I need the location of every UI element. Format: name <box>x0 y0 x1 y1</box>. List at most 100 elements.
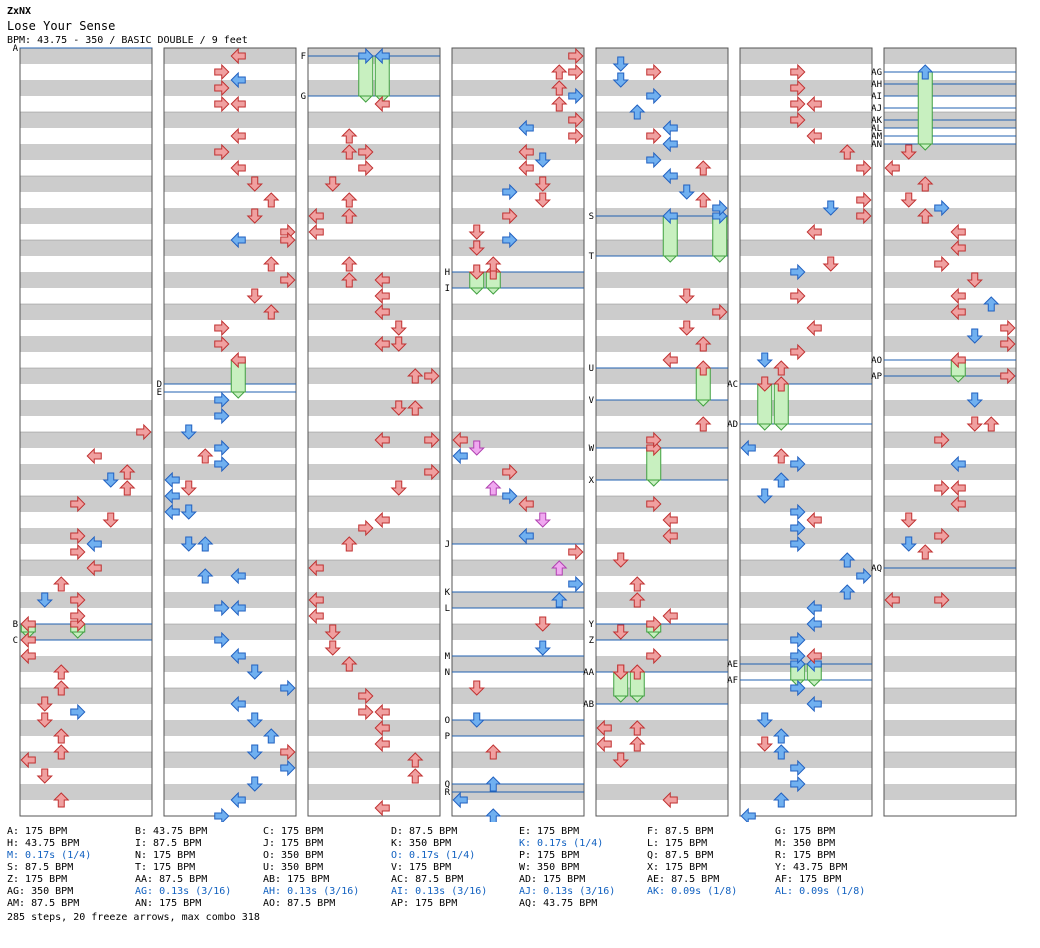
arrow-right-icon <box>934 431 950 449</box>
legend-entry: P: 175 BPM <box>519 850 580 861</box>
beat-stripe <box>596 336 728 352</box>
legend-entry: T: 175 BPM <box>135 862 196 873</box>
arrow-down-icon <box>534 640 551 656</box>
bpm-marker-label: AC <box>727 380 738 390</box>
arrow-up-icon <box>773 448 790 464</box>
freeze-arrow-tail <box>757 423 772 431</box>
legend-entry: W: 350 BPM <box>519 862 580 873</box>
arrow-right-icon <box>934 199 950 217</box>
arrow-left-icon <box>452 447 468 465</box>
arrow-left-icon <box>806 695 822 713</box>
beat-stripe <box>164 784 296 800</box>
bpm-marker-label: AI <box>871 92 882 102</box>
arrow-down-icon <box>324 624 341 640</box>
arrow-left-icon <box>164 503 180 521</box>
legend-entry: M: 350 BPM <box>775 838 836 849</box>
freeze-arrow-tail <box>696 399 711 407</box>
arrow-down-icon <box>36 696 53 712</box>
beat-stripe <box>452 528 584 544</box>
arrow-left-icon <box>884 591 900 609</box>
beat-stripe <box>884 336 1016 352</box>
beat-stripe <box>20 496 152 512</box>
freeze-arrow-tail <box>358 95 373 103</box>
bpm-marker-label: R <box>445 788 451 798</box>
arrow-down-icon <box>966 272 983 288</box>
beat-stripe <box>740 624 872 640</box>
arrow-right-icon <box>136 423 152 441</box>
arrow-right-icon <box>790 503 806 521</box>
arrow-right-icon <box>358 687 374 705</box>
beat-stripe <box>884 784 1016 800</box>
arrow-down-icon <box>246 288 263 304</box>
arrow-right-icon <box>280 759 296 777</box>
arrow-left-icon <box>950 303 966 321</box>
beat-stripe <box>596 656 728 672</box>
beat-stripe <box>884 240 1016 256</box>
arrow-left-icon <box>164 487 180 505</box>
beat-stripe <box>740 176 872 192</box>
arrow-left-icon <box>806 615 822 633</box>
arrow-left-icon <box>950 287 966 305</box>
beat-stripe <box>596 592 728 608</box>
arrow-right-icon <box>712 199 728 217</box>
arrow-up-icon <box>407 768 424 784</box>
arrow-right-icon <box>358 703 374 721</box>
arrow-right-icon <box>214 391 230 409</box>
beat-stripe <box>308 304 440 320</box>
bpm-marker-label: Q <box>445 780 450 790</box>
arrow-right-icon <box>214 319 230 337</box>
arrow-left-icon <box>596 735 612 753</box>
arrow-left-icon <box>86 447 102 465</box>
arrow-up-icon <box>407 400 424 416</box>
arrow-left-icon <box>452 431 468 449</box>
arrow-down-icon <box>900 512 917 528</box>
beat-stripe <box>20 752 152 768</box>
beat-stripe <box>740 304 872 320</box>
arrow-down-icon <box>36 712 53 728</box>
arrow-down-icon <box>468 680 485 696</box>
arrow-right-icon <box>568 111 584 129</box>
arrow-right-icon <box>790 775 806 793</box>
legend-entry: AI: 0.13s (3/16) <box>391 886 488 897</box>
beat-stripe <box>884 176 1016 192</box>
beat-stripe <box>20 592 152 608</box>
arrow-up-icon <box>53 744 70 760</box>
arrow-right-icon <box>70 527 86 545</box>
beat-stripe <box>740 560 872 576</box>
bpm-marker-label: I <box>445 284 450 294</box>
freeze-arrow-tail <box>646 631 661 639</box>
arrow-left-icon <box>20 631 36 649</box>
arrow-right-icon <box>856 191 872 209</box>
legend-entry: R: 175 BPM <box>775 850 836 861</box>
arrow-right-icon <box>646 127 662 145</box>
beat-stripe <box>308 176 440 192</box>
beat-stripe <box>164 688 296 704</box>
freeze-arrow-tail <box>712 255 727 263</box>
beat-stripe <box>452 688 584 704</box>
legend-entry: I: 87.5 BPM <box>135 838 202 849</box>
arrow-right-icon <box>856 567 872 585</box>
arrow-down-icon <box>534 176 551 192</box>
arrow-right-icon <box>424 367 440 385</box>
beat-stripe <box>308 784 440 800</box>
legend-entry: AP: 175 BPM <box>391 898 458 909</box>
beat-stripe <box>164 144 296 160</box>
beat-stripe <box>164 720 296 736</box>
arrow-down-icon <box>36 592 53 608</box>
arrow-left-icon <box>806 95 822 113</box>
bpm-marker-label: O <box>445 716 450 726</box>
arrow-up-icon <box>341 536 358 552</box>
beat-stripe <box>164 176 296 192</box>
arrow-up-icon <box>917 208 934 224</box>
arrow-down-icon <box>678 184 695 200</box>
arrow-up-icon <box>695 336 712 352</box>
freeze-arrow-tail <box>469 287 484 295</box>
beat-stripe <box>884 656 1016 672</box>
beat-stripe <box>596 752 728 768</box>
artist-name: ZxNX <box>7 6 32 17</box>
legend-entry: AM: 87.5 BPM <box>7 898 80 909</box>
arrow-up-icon <box>917 64 934 80</box>
beat-stripe <box>740 336 872 352</box>
freeze-arrow-tail <box>630 695 645 703</box>
legend-entry: O: 0.17s (1/4) <box>391 850 476 861</box>
